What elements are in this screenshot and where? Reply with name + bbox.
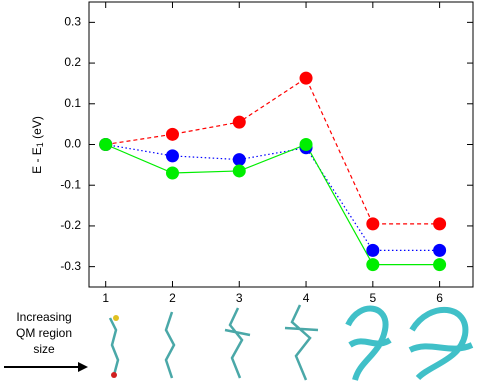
y-tick-label: -0.3 bbox=[60, 259, 81, 273]
data-point bbox=[299, 138, 313, 151]
series-line bbox=[105, 77, 440, 225]
data-point bbox=[232, 115, 246, 129]
x-tick-label: 6 bbox=[436, 291, 443, 305]
annotation: Increasing bbox=[16, 310, 71, 324]
y-tick-label: 0.0 bbox=[64, 137, 81, 151]
data-point bbox=[99, 138, 113, 151]
y-axis-label: E - E1 (eV) bbox=[30, 116, 45, 174]
data-point bbox=[366, 217, 380, 231]
x-tick-label: 4 bbox=[303, 291, 310, 305]
series-line bbox=[105, 143, 440, 251]
x-tick-label: 2 bbox=[169, 291, 176, 305]
plot-frame bbox=[88, 1, 474, 288]
x-tick-label: 5 bbox=[369, 291, 376, 305]
data-point bbox=[433, 258, 447, 272]
x-tick-label: 1 bbox=[102, 291, 109, 305]
data-point bbox=[366, 258, 380, 272]
x-tick-label: 3 bbox=[236, 291, 243, 305]
structure-images bbox=[108, 304, 474, 381]
y-tick-label: -0.2 bbox=[60, 218, 81, 232]
y-tick-label: 0.3 bbox=[64, 15, 81, 29]
data-point bbox=[433, 243, 447, 257]
data-point bbox=[366, 243, 380, 257]
annotation: size bbox=[33, 342, 55, 356]
series-line bbox=[105, 143, 440, 266]
data-point bbox=[165, 149, 179, 163]
data-point bbox=[232, 164, 246, 178]
y-tick-label: 0.1 bbox=[64, 96, 81, 110]
y-tick-label: 0.2 bbox=[64, 55, 81, 69]
data-point bbox=[433, 217, 447, 231]
y-tick-label: -0.1 bbox=[60, 177, 81, 191]
data-point bbox=[232, 153, 246, 167]
data-point bbox=[165, 127, 179, 141]
annotation: QM region bbox=[16, 326, 72, 340]
data-point bbox=[299, 71, 313, 85]
arrow bbox=[4, 362, 88, 372]
data-point bbox=[165, 166, 179, 180]
